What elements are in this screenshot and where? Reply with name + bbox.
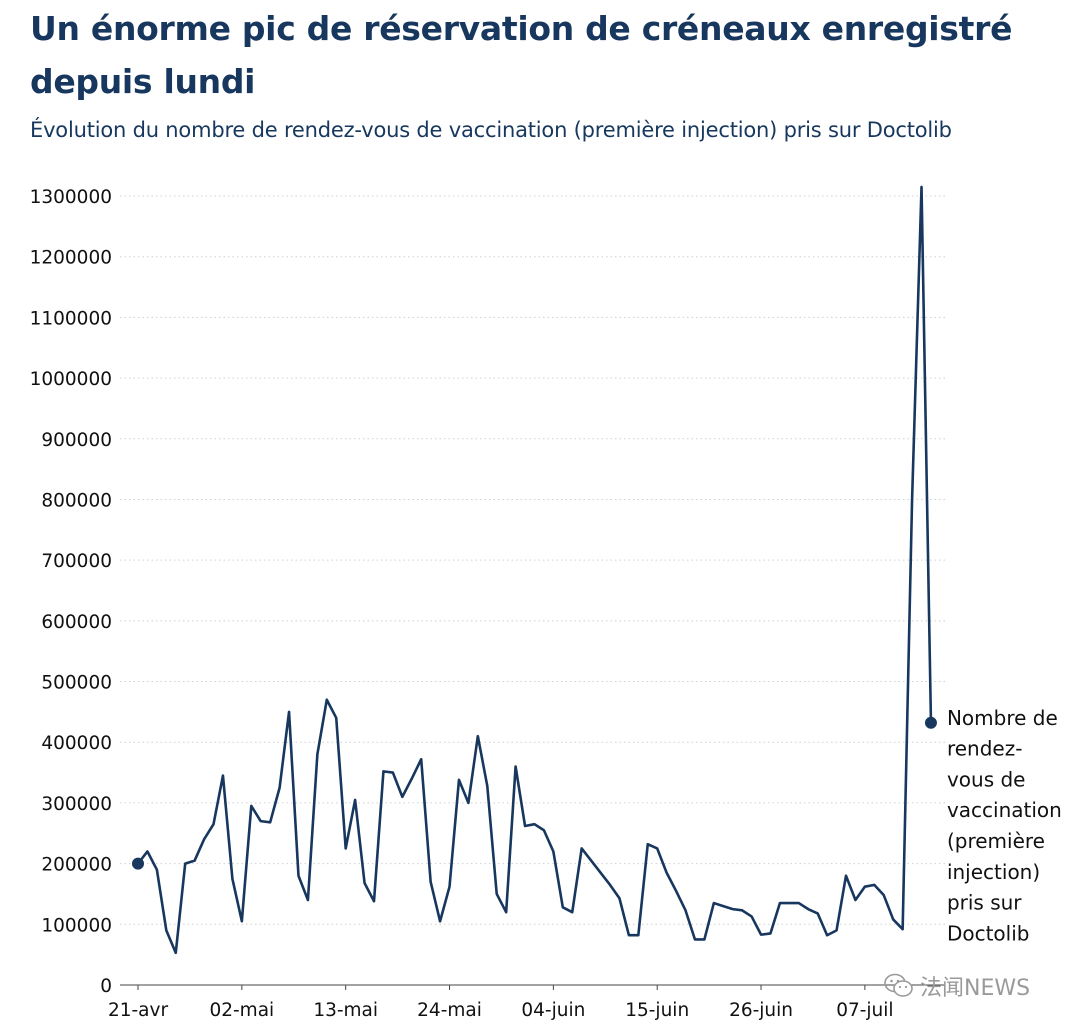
watermark-text: 法闻NEWS xyxy=(920,976,1031,1001)
y-tick-label: 900000 xyxy=(41,430,112,451)
watermark: 法闻NEWS xyxy=(884,970,1030,1002)
y-tick-label: 300000 xyxy=(41,794,112,815)
y-tick-label: 200000 xyxy=(41,855,112,876)
y-tick-label: 1200000 xyxy=(30,248,112,269)
gridlines xyxy=(120,195,945,925)
series-end-label: Nombre de rendez-vous de vaccination (premi… xyxy=(947,706,1062,946)
y-tick-label: 1100000 xyxy=(30,308,112,329)
series-layer xyxy=(132,185,937,955)
x-tick-label: 07-juil xyxy=(836,1000,893,1021)
x-axis-tick-labels: 21-avr 02-mai 13-mai 24-mai 04-juin 15-juin 26… xyxy=(108,985,894,1021)
y-tick-label: 1000000 xyxy=(30,369,112,390)
x-tick-label: 02-mai xyxy=(209,1000,274,1021)
y-tick-label: 1300000 xyxy=(30,187,112,208)
series-label: Nombre de rendez-vous de vaccination (premi… xyxy=(947,706,1062,946)
wechat-icon xyxy=(884,973,913,997)
y-tick-label: 700000 xyxy=(41,551,112,572)
y-tick-label: 100000 xyxy=(41,915,112,936)
chart-subtitle: Évolution du nombre de rendez-vous de va… xyxy=(30,118,952,142)
y-axis-tick-labels: 0 100000 200000 300000 400000 500000 600000 700… xyxy=(30,187,112,997)
x-tick-label: 04-juin xyxy=(521,1000,585,1021)
x-tick-label: 26-juin xyxy=(729,1000,793,1021)
y-tick-label: 0 xyxy=(100,976,112,997)
series-line xyxy=(136,185,933,955)
y-tick-label: 400000 xyxy=(41,733,112,754)
series-end-point xyxy=(924,716,937,729)
y-tick-label: 500000 xyxy=(41,673,112,694)
y-tick-label: 800000 xyxy=(41,490,112,511)
x-tick-label: 13-mai xyxy=(313,1000,378,1021)
x-tick-label: 24-mai xyxy=(417,1000,482,1021)
x-tick-label: 15-juin xyxy=(625,1000,689,1021)
x-tick-label: 21-avr xyxy=(108,1000,169,1021)
series-start-point xyxy=(132,857,144,870)
y-tick-label: 600000 xyxy=(41,612,112,633)
chart-title: Un énorme pic de réservation de créneaux… xyxy=(30,9,1013,101)
